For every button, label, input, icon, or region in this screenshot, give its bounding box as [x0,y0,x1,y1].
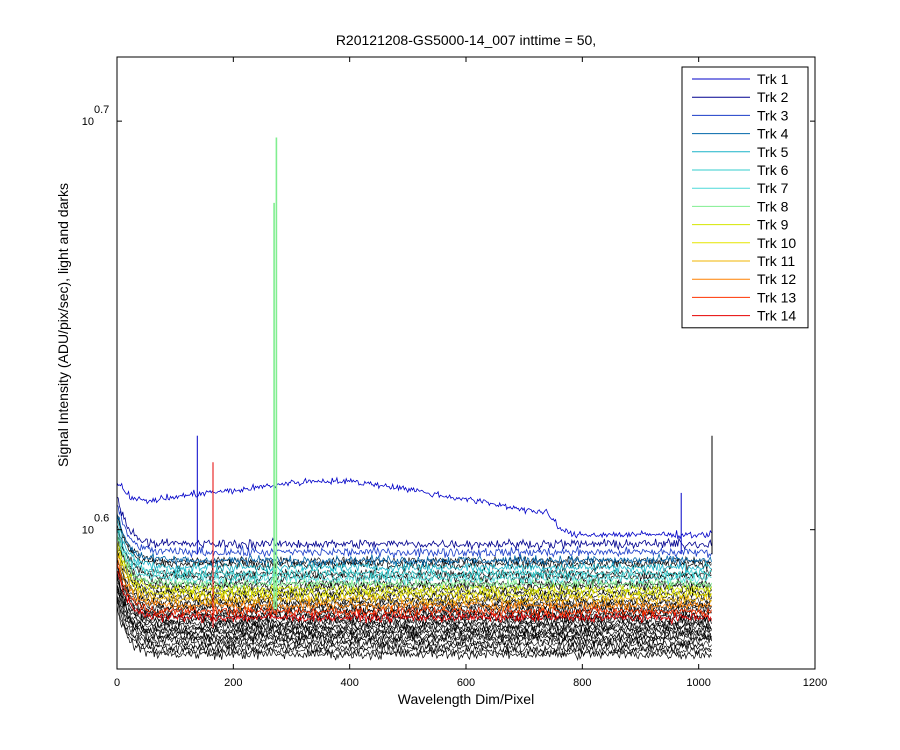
legend-label-trk-4: Trk 4 [757,126,789,142]
dark-line-5-b [117,550,712,607]
series-line-trk-9 [117,541,712,597]
series-line-trk-7 [117,531,712,586]
legend-label-trk-14: Trk 14 [757,308,796,324]
series-line-trk-2 [117,496,712,552]
x-tick-label-800: 800 [573,677,591,689]
dark-line-14 [117,604,712,661]
series-group [117,137,713,661]
dark-line-1-b [117,516,712,567]
legend-label-trk-10: Trk 10 [757,235,796,251]
legend: Trk 1 Trk 2 Trk 3 Trk 4 Trk 5 Trk 6 Trk 7 Trk 8… [681,66,809,329]
legend-label-trk-2: Trk 2 [757,89,789,105]
y-tick-label-power-0.6: 0.6 [94,513,109,525]
x-axis-label: Wavelength Dim/Pixel [398,691,534,707]
series-line-trk-4 [117,512,712,568]
series-line-trk-5 [117,518,712,574]
legend-label-trk-11: Trk 11 [757,253,795,269]
series-line-trk-10 [117,543,712,602]
legend-label-trk-8: Trk 8 [757,198,789,214]
legend-label-trk-9: Trk 9 [757,217,789,233]
y-axis-label: Signal Intensity (ADU/pix/sec), light an… [55,183,71,467]
dark-line-4 [117,546,712,602]
x-tick-label-600: 600 [457,677,475,689]
y-tick-label-power-0.7: 0.7 [94,104,109,116]
legend-label-trk-5: Trk 5 [757,144,789,160]
series-line-trk-3 [117,504,712,559]
dark-line-14-b [117,601,712,657]
x-tick-label-0: 0 [114,677,120,689]
legend-box [681,66,809,329]
x-tick-label-1000: 1000 [686,677,710,689]
x-tick-label-400: 400 [340,677,358,689]
chart-title: R20121208-GS5000-14_007 inttime = 50, [336,32,596,48]
series-line-trk-11 [117,548,712,606]
legend-label-trk-6: Trk 6 [757,162,789,178]
legend-label-trk-12: Trk 12 [757,271,796,287]
series-line-trk-6 [117,526,712,581]
dark-line-11-b [117,584,712,639]
y-tick-label-base-0.6: 10 [82,525,94,537]
series-line-trk-8 [117,533,712,591]
legend-label-trk-13: Trk 13 [757,289,796,305]
series-line-trk-14 [117,570,712,626]
series-line-trk-13 [117,560,712,619]
dark-line-13 [117,597,712,655]
dark-line-12-b [117,589,712,644]
series-line-trk-12 [117,558,712,612]
y-tick-label-base-0.7: 10 [82,116,94,128]
legend-label-trk-1: Trk 1 [757,71,789,87]
x-tick-label-200: 200 [224,677,242,689]
dark-line-10-b [117,582,712,634]
legend-label-trk-7: Trk 7 [757,180,789,196]
dark-line-3 [117,537,712,595]
legend-label-trk-3: Trk 3 [757,107,789,123]
dark-line-13-b [117,596,712,651]
dark-line-2 [117,529,712,584]
series-line-trk-1 [117,476,712,540]
x-tick-label-1200: 1200 [803,677,827,689]
